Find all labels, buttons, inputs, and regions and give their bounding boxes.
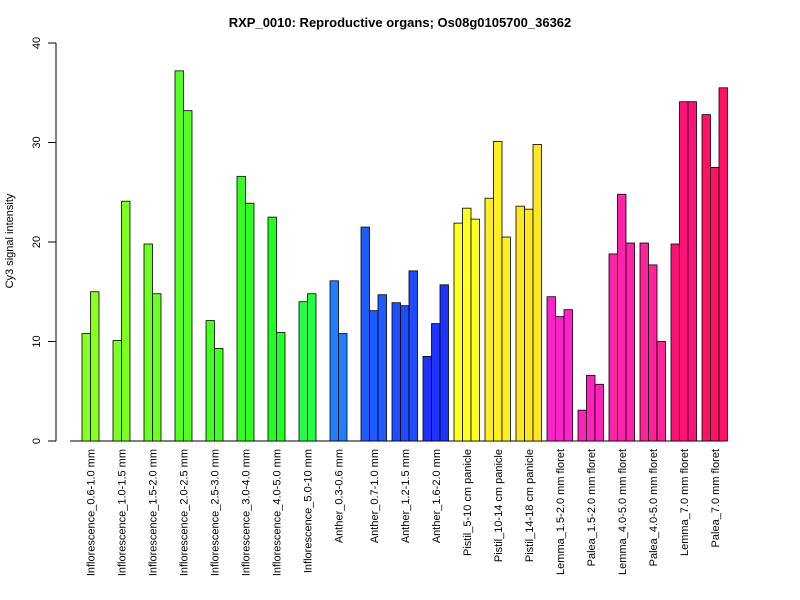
- x-category-label: Anther_1.6-2.0 mm: [431, 449, 443, 543]
- bar: [617, 193, 627, 442]
- bar: [470, 218, 480, 442]
- bar: [586, 374, 596, 442]
- bar: [307, 293, 317, 442]
- category-labels: Inflorescence_0.6-1.0 mm Inflorescence_1.…: [86, 449, 722, 576]
- x-category-label: Inflorescence_5.0-10 mm: [303, 449, 315, 573]
- y-axis-ticks: 0 10 20 30 40: [31, 37, 56, 444]
- bar: [532, 144, 542, 442]
- bar: [338, 333, 348, 442]
- bar: [687, 101, 697, 442]
- bar: [236, 175, 246, 442]
- bar: [422, 356, 432, 442]
- bar: [453, 222, 463, 442]
- bar: [267, 216, 277, 442]
- bar: [524, 208, 534, 442]
- y-tick-label: 0: [31, 438, 43, 444]
- bar: [515, 205, 525, 442]
- x-category-label: Anther_0.3-0.6 mm: [334, 449, 346, 543]
- bar: [718, 87, 728, 442]
- bar: [90, 291, 100, 442]
- bar: [329, 280, 339, 442]
- bar: [563, 309, 573, 442]
- bar: [408, 270, 418, 442]
- x-category-label: Inflorescence_2.0-2.5 mm: [179, 449, 191, 576]
- x-category-label: Lemma_7.0 mm floret: [679, 449, 691, 556]
- bar: [501, 236, 511, 442]
- bar: [183, 110, 193, 442]
- x-category-label: Inflorescence_0.6-1.0 mm: [86, 449, 98, 576]
- bar: [625, 242, 635, 442]
- x-category-label: Pistil_5-10 cm panicle: [462, 449, 474, 556]
- x-category-label: Pistil_14-18 cm panicle: [524, 449, 536, 562]
- bar: [245, 202, 255, 442]
- bar: [608, 253, 618, 442]
- y-tick-label: 30: [31, 136, 43, 148]
- chart-title: RXP_0010: Reproductive organs; Os08g0105…: [229, 15, 572, 30]
- bar: [656, 341, 666, 442]
- x-category-label: Palea_4.0-5.0 mm floret: [648, 449, 660, 566]
- bar: [369, 310, 379, 442]
- x-category-label: Lemma_1.5-2.0 mm floret: [555, 449, 567, 575]
- y-tick-label: 40: [31, 37, 43, 49]
- bar: [439, 284, 449, 442]
- bar: [710, 166, 720, 442]
- bar: [701, 114, 711, 442]
- y-tick-label: 10: [31, 335, 43, 347]
- bar: [298, 301, 308, 442]
- bar: [577, 409, 587, 442]
- bar: [276, 332, 286, 442]
- bar: [431, 323, 441, 442]
- bars-group: [81, 70, 728, 442]
- bar: [493, 141, 503, 442]
- x-category-label: Pistil_10-14 cm panicle: [493, 449, 505, 562]
- bar: [152, 293, 162, 442]
- x-category-label: Palea_1.5-2.0 mm floret: [586, 449, 598, 566]
- bar: [679, 101, 689, 442]
- y-tick-label: 20: [31, 236, 43, 248]
- bar: [112, 340, 122, 442]
- bar: [670, 243, 680, 442]
- bar: [555, 316, 565, 442]
- x-category-label: Anther_0.7-1.0 mm: [369, 449, 381, 543]
- bar: [81, 333, 91, 442]
- x-category-label: Inflorescence_1.5-2.0 mm: [148, 449, 160, 576]
- bar: [205, 320, 215, 442]
- bar: [462, 207, 472, 442]
- x-category-label: Inflorescence_3.0-4.0 mm: [241, 449, 253, 576]
- bar: [546, 296, 556, 442]
- x-category-label: Anther_1.2-1.5 mm: [400, 449, 412, 543]
- x-category-label: Lemma_4.0-5.0 mm floret: [617, 449, 629, 575]
- bar: [639, 242, 649, 442]
- x-category-label: Palea_7.0 mm floret: [710, 449, 722, 547]
- bar: [143, 243, 153, 442]
- bar: [377, 294, 387, 442]
- bar: [174, 70, 184, 442]
- x-category-label: Inflorescence_1.0-1.5 mm: [117, 449, 129, 576]
- bar: [121, 200, 131, 442]
- bar: [648, 264, 658, 442]
- bar: [400, 305, 410, 442]
- bar: [391, 302, 401, 442]
- bar: [360, 226, 370, 442]
- x-category-label: Inflorescence_2.5-3.0 mm: [210, 449, 222, 576]
- bar: [214, 348, 224, 442]
- bar: [594, 383, 604, 442]
- y-axis-label: Cy3 signal intensity: [4, 193, 16, 288]
- bar: [484, 197, 494, 442]
- x-category-label: Inflorescence_4.0-5.0 mm: [272, 449, 284, 576]
